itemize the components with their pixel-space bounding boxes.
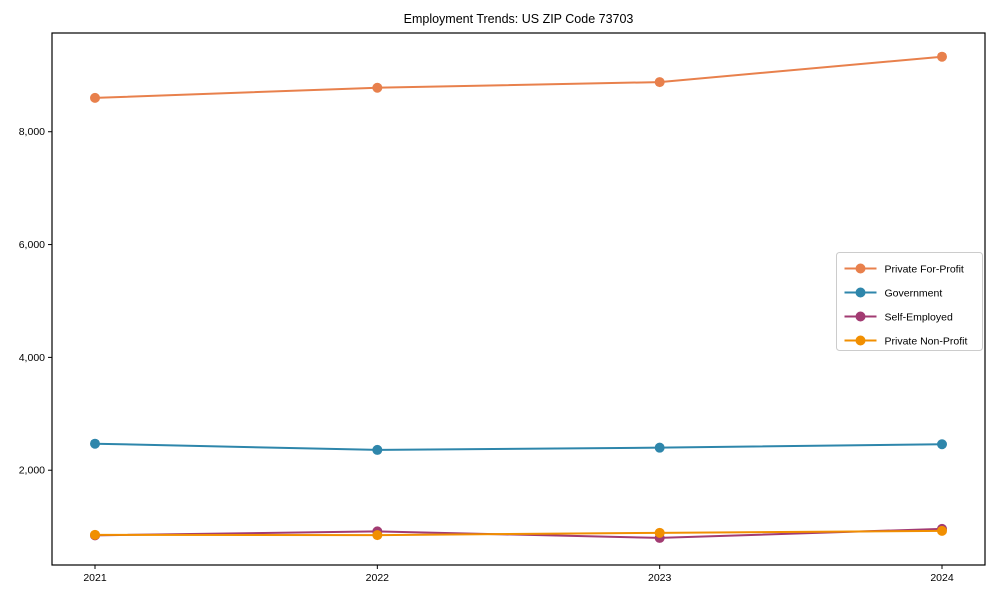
series-line-government xyxy=(94,442,943,451)
data-point-private-non-profit xyxy=(654,527,665,538)
data-point-private-non-profit xyxy=(90,529,100,540)
legend-marker-self-employed xyxy=(855,311,866,322)
x-axis-tick-label: 2023 xyxy=(648,572,672,584)
data-point-private-non-profit xyxy=(372,530,383,541)
legend-box xyxy=(836,252,983,351)
data-point-government xyxy=(90,438,100,449)
x-axis-tick-label: 2021 xyxy=(83,572,107,584)
legend-label-private-non-profit: Private Non-Profit xyxy=(885,335,968,347)
y-axis-tick-label: 4,000 xyxy=(19,352,45,364)
series-line-private-for-profit xyxy=(94,55,943,99)
chart-title: Employment Trends: US ZIP Code 73703 xyxy=(403,12,634,26)
y-axis-tick-label: 8,000 xyxy=(19,126,45,138)
data-point-government xyxy=(372,444,383,455)
data-point-private-for-profit xyxy=(654,77,665,88)
data-point-government xyxy=(654,442,665,453)
plot-frame xyxy=(51,32,986,566)
series-line-private-non-profit xyxy=(94,529,943,537)
data-point-private-for-profit xyxy=(372,82,383,93)
x-axis-tick-label: 2022 xyxy=(366,572,390,584)
data-point-government xyxy=(937,439,947,450)
y-axis-tick-label: 2,000 xyxy=(19,465,45,477)
x-axis-tick-label: 2024 xyxy=(930,572,954,584)
legend-label-private-for-profit: Private For-Profit xyxy=(885,263,964,275)
y-axis-tick-label: 6,000 xyxy=(19,239,45,251)
legend-marker-government xyxy=(855,287,866,298)
data-point-private-for-profit xyxy=(937,51,947,62)
data-point-private-non-profit xyxy=(937,525,947,536)
legend-marker-private-non-profit xyxy=(855,335,866,346)
legend-marker-private-for-profit xyxy=(855,263,866,274)
legend-label-government: Government xyxy=(885,287,943,299)
data-point-private-for-profit xyxy=(90,92,100,103)
legend-label-self-employed: Self-Employed xyxy=(885,311,953,323)
